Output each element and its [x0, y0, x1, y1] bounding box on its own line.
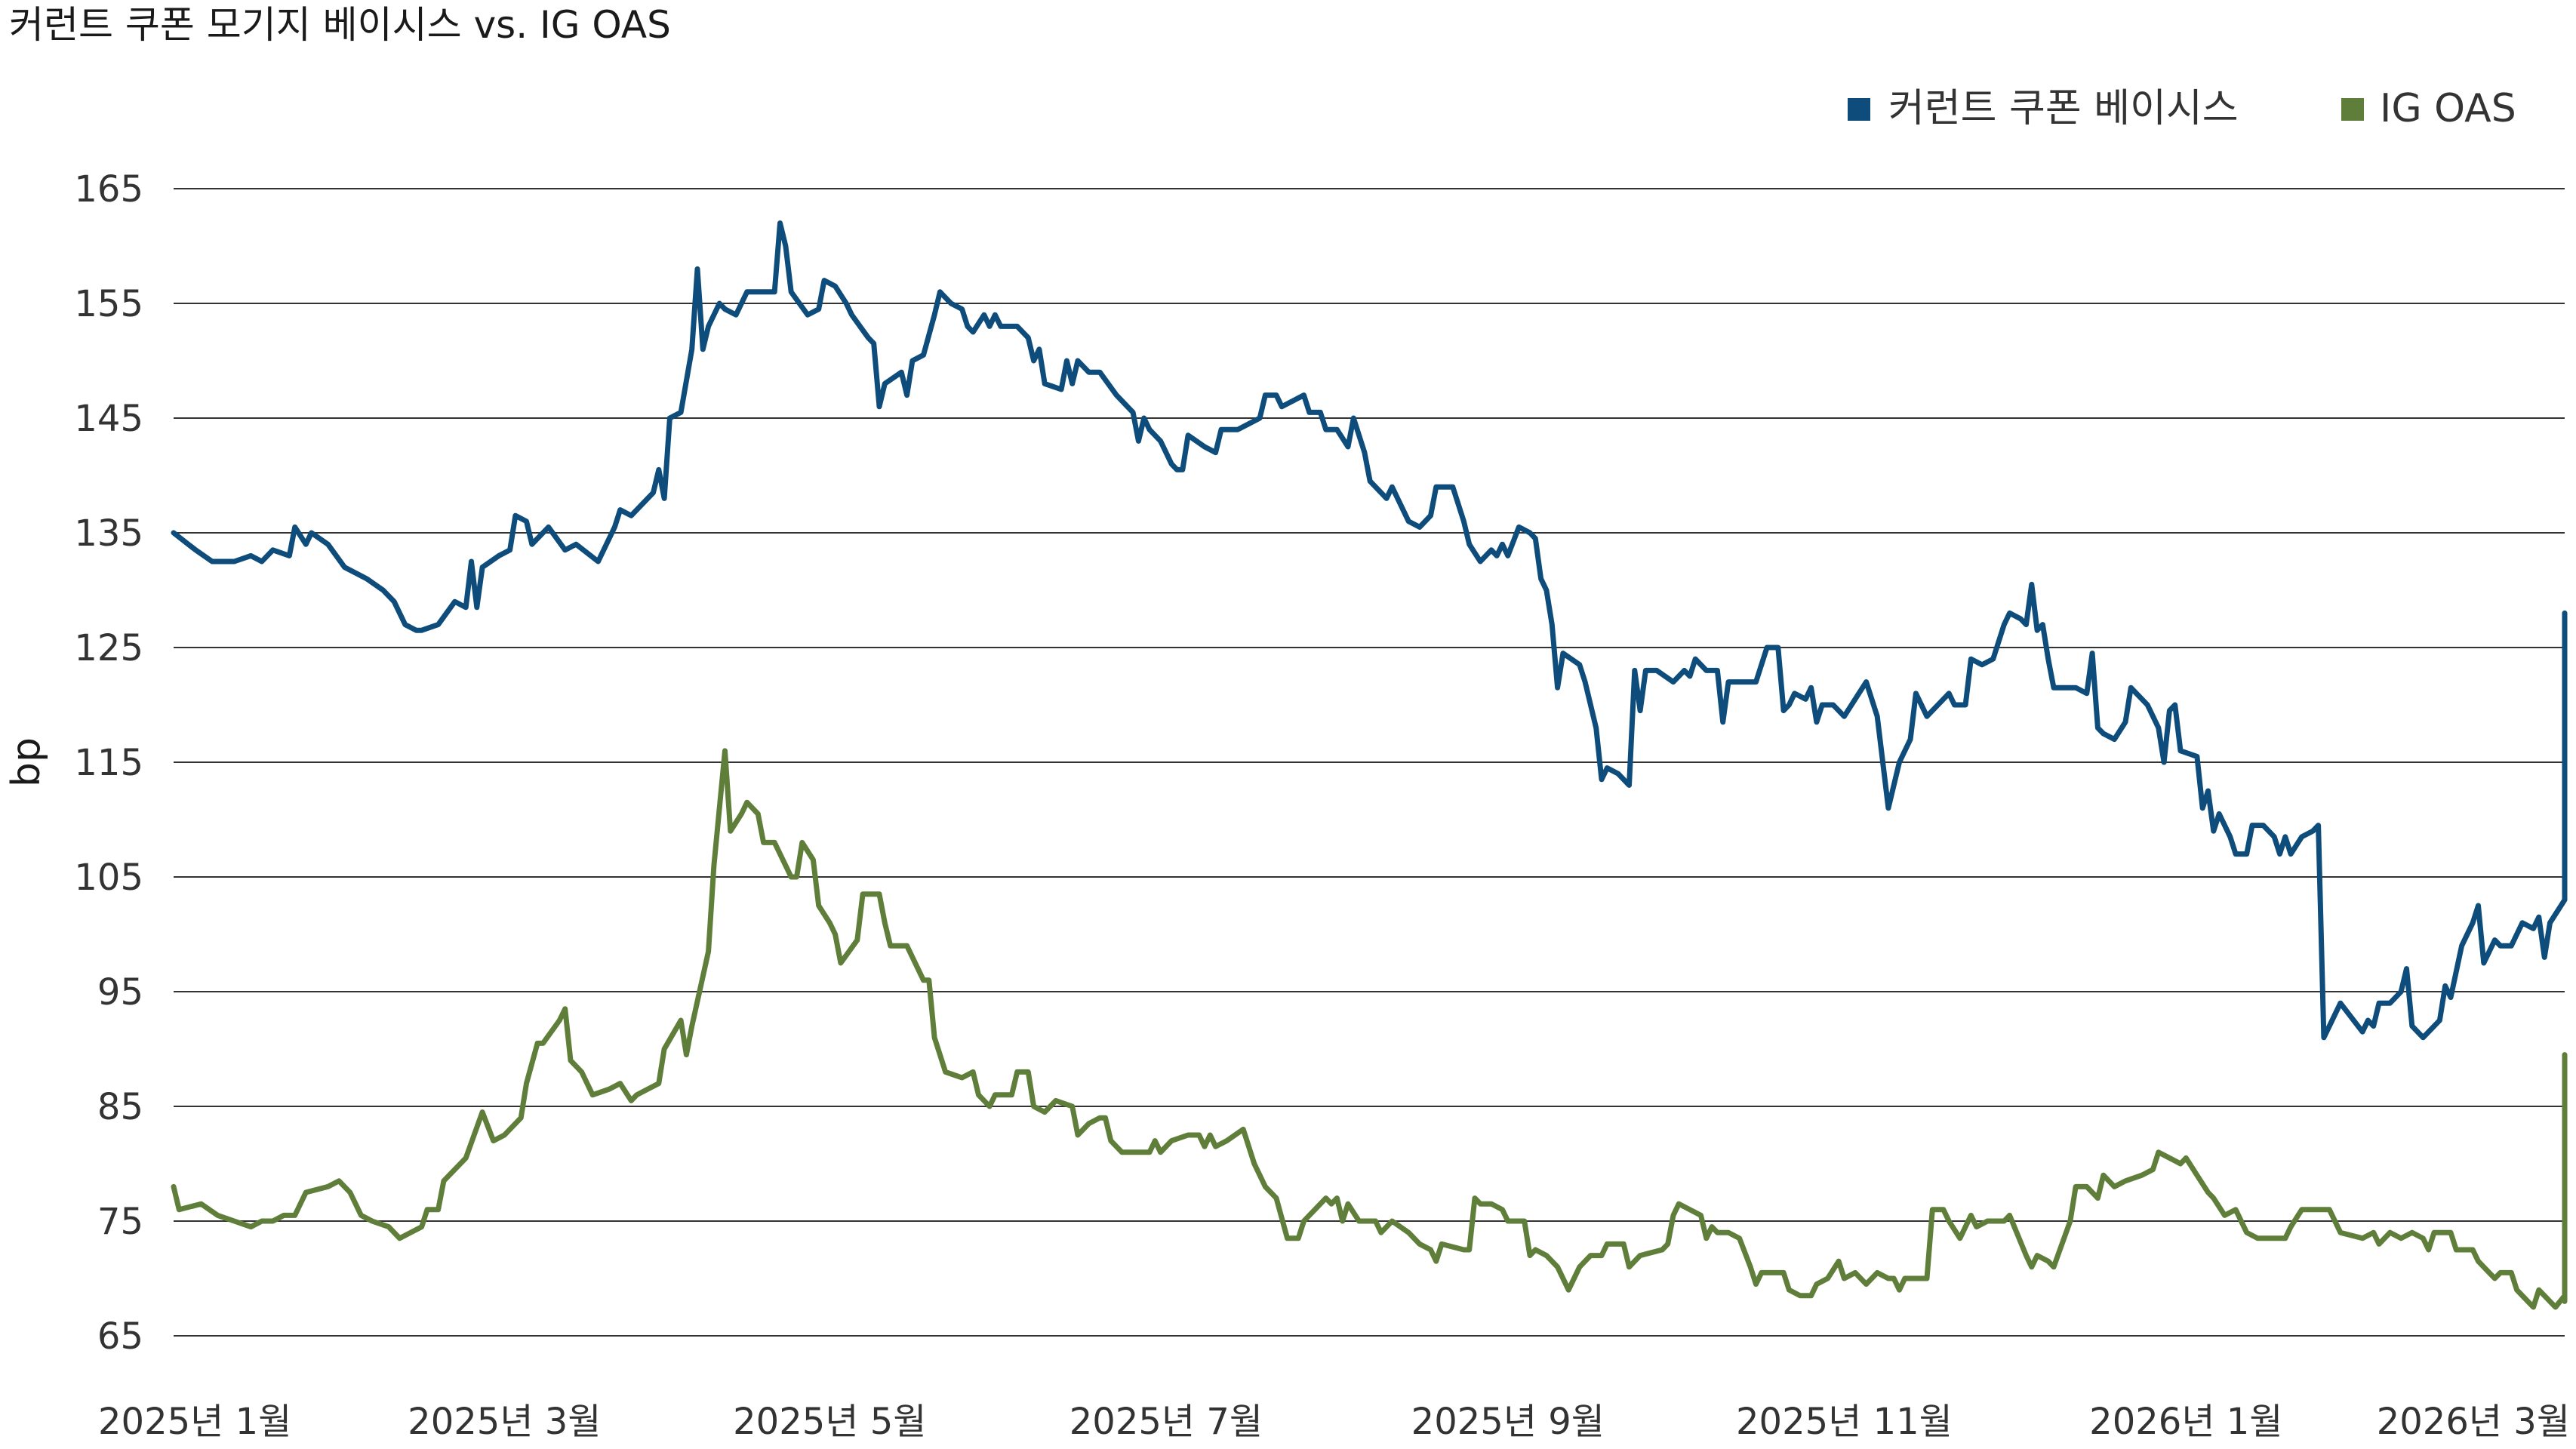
- y-tick-135: 135: [74, 512, 143, 555]
- y-tick-95: 95: [97, 971, 143, 1014]
- y-tick-145: 145: [74, 398, 143, 440]
- y-tick-65: 65: [97, 1315, 143, 1358]
- x-tick-4: 2025년 9월: [1411, 1401, 1605, 1443]
- y-axis-label: bp: [4, 737, 49, 787]
- y-tick-85: 85: [97, 1086, 143, 1128]
- x-tick-0: 2025년 1월: [98, 1401, 291, 1443]
- x-tick-6: 2026년 1월: [2089, 1401, 2282, 1443]
- y-tick-75: 75: [97, 1201, 143, 1243]
- y-tick-115: 115: [74, 742, 143, 784]
- y-axis-tick-labels: 165 155 145 135 125 115 105 95 85 75 65: [74, 168, 143, 1358]
- series-line-current-coupon-basis: [171, 220, 2568, 1041]
- x-tick-1: 2025년 3월: [408, 1401, 601, 1443]
- series-lines: [171, 220, 2568, 1310]
- series-line-ig-oas: [171, 748, 2568, 1310]
- legend-swatch-basis: [1848, 98, 1870, 121]
- y-tick-155: 155: [74, 283, 143, 325]
- y-tick-125: 125: [74, 627, 143, 669]
- legend-label-basis: 커런트 쿠폰 베이시스: [1888, 86, 2239, 131]
- x-tick-5: 2025년 11월: [1736, 1401, 1953, 1443]
- x-tick-7: 2026년 3월: [2377, 1401, 2570, 1443]
- chart-title: 커런트 쿠폰 모기지 베이시스 vs. IG OAS: [9, 3, 671, 47]
- x-tick-2: 2025년 5월: [733, 1401, 926, 1443]
- x-tick-3: 2025년 7월: [1069, 1401, 1263, 1443]
- legend-label-ig-oas: IG OAS: [2380, 86, 2516, 131]
- y-tick-165: 165: [74, 168, 143, 211]
- x-axis-tick-labels: 2025년 1월 2025년 3월 2025년 5월 2025년 7월 2025년 9월…: [98, 1401, 2570, 1443]
- legend: 커런트 쿠폰 베이시스 IG OAS: [1848, 86, 2516, 131]
- y-tick-105: 105: [74, 857, 143, 899]
- legend-swatch-ig-oas: [2341, 98, 2364, 121]
- gridlines: [174, 188, 2565, 1337]
